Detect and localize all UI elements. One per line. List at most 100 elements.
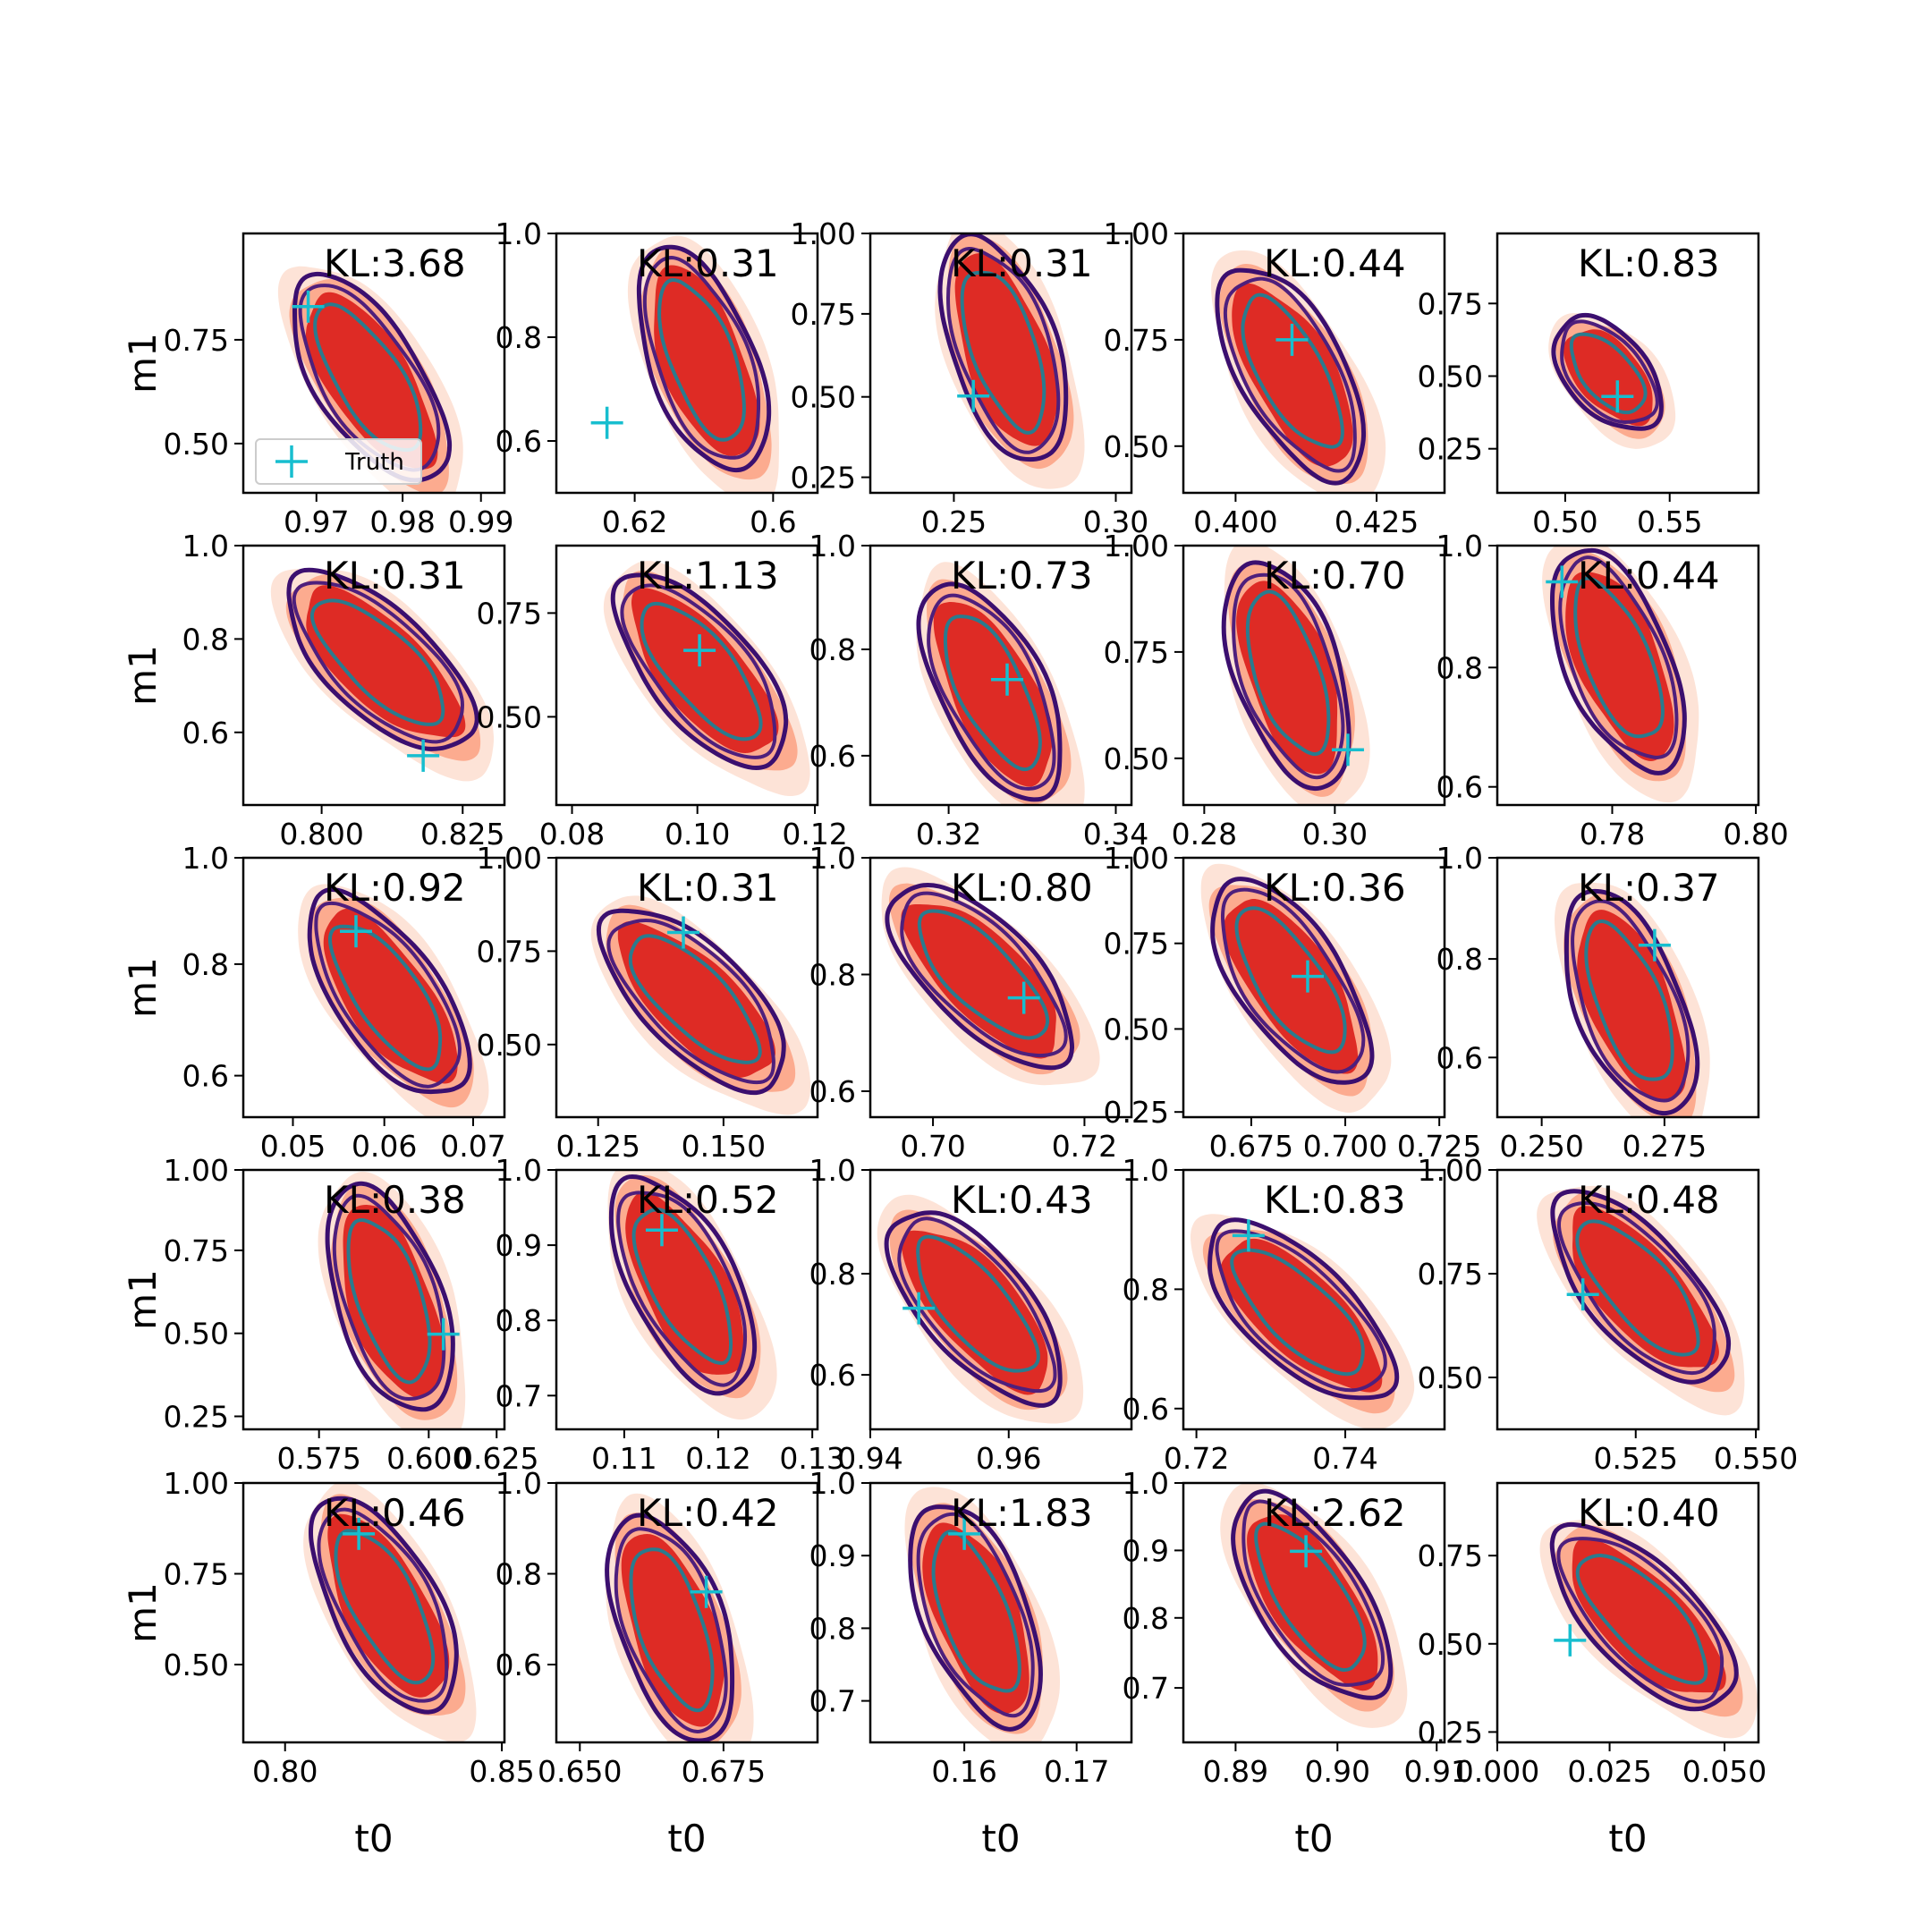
plot-area	[605, 1493, 754, 1742]
y-tick-label: 0.6	[182, 716, 229, 750]
x-tick-label: 0.825	[420, 817, 504, 852]
plot-area	[1220, 1483, 1408, 1728]
y-tick-label: 1.00	[477, 841, 542, 876]
contour-outer	[605, 1513, 735, 1742]
kl-label: KL:0.31	[637, 242, 779, 285]
panel-r2-c4: KL:0.37 0.250 0.275 1.0 0.8 0.6	[1436, 841, 1760, 1164]
contour-mid	[317, 1507, 449, 1703]
y-tick-label: 0.6	[1123, 1392, 1169, 1427]
panel-frame	[1182, 856, 1446, 1119]
x-tick-label: 0.89	[1203, 1754, 1268, 1789]
y-tick-label: 1.0	[809, 841, 856, 876]
contour-inner	[1569, 332, 1648, 415]
y-tick-label: 1.0	[182, 841, 229, 876]
density-fill-inner	[1572, 1538, 1726, 1693]
panel-r2-c1: KL:0.31 0.125 0.150 1.00 0.75 0.50	[477, 841, 819, 1164]
panel-frame	[1496, 1168, 1760, 1431]
y-axis-label: m1	[121, 1269, 165, 1330]
y-tick-label: 1.00	[1104, 216, 1169, 251]
density-fill-inner	[327, 1513, 450, 1698]
contour-inner	[346, 1217, 432, 1385]
contour-outer	[325, 1181, 455, 1412]
contour-inner	[1584, 919, 1674, 1081]
panel-frame	[555, 1481, 819, 1744]
x-tick-label: 0.91	[1403, 1754, 1469, 1789]
y-tick-label: 0.25	[164, 1400, 229, 1435]
kl-label: KL:0.43	[951, 1178, 1093, 1222]
y-tick-label: 0.8	[182, 947, 229, 982]
y-tick-label: 0.6	[809, 1358, 856, 1393]
y-tick-label: 0.75	[1418, 1257, 1483, 1292]
x-tick-label: 0.62	[602, 504, 667, 539]
panel-r2-c2: KL:0.80 0.70 0.72 1.0 0.8 0.6	[809, 841, 1133, 1164]
kl-label: KL:0.38	[324, 1178, 466, 1222]
density-fill-inner	[954, 253, 1059, 446]
panel-frame	[869, 1481, 1133, 1744]
truth-marker	[343, 1517, 376, 1550]
density-fill-inner	[1577, 910, 1687, 1100]
panel-frame	[1182, 232, 1446, 495]
plot-area	[904, 1487, 1061, 1742]
contour-mid	[606, 919, 775, 1085]
y-tick-label: 0.25	[1418, 1715, 1483, 1750]
panel-r3-c3: KL:0.83 0.72 0.74 1.0 0.8 0.6	[1123, 1153, 1446, 1476]
y-tick-label: 0.50	[791, 380, 856, 415]
y-tick-label: 1.0	[182, 529, 229, 564]
panel-frame	[1182, 544, 1446, 807]
x-axis-label: t0	[354, 1817, 393, 1860]
y-tick-label: 0.8	[809, 1611, 856, 1646]
kl-label: KL:0.37	[1578, 866, 1720, 910]
y-tick-label: 0.50	[477, 1028, 542, 1063]
plot-area	[916, 562, 1085, 805]
panel-frame	[242, 1168, 506, 1431]
plot-area	[877, 1194, 1084, 1424]
y-tick-label: 0.50	[1418, 1627, 1483, 1662]
y-tick-label: 0.50	[1104, 1012, 1169, 1046]
contour-outer	[610, 572, 789, 771]
truth-marker	[1638, 928, 1671, 962]
panel-frame	[869, 232, 1133, 495]
kl-label: KL:0.40	[1578, 1491, 1720, 1535]
x-tick-label: 0.30	[1083, 504, 1148, 539]
plot-area	[270, 567, 495, 782]
x-tick-label: 0.78	[1580, 817, 1645, 852]
y-tick-label: 1.00	[1418, 1153, 1483, 1188]
kl-label: KL:1.13	[637, 554, 779, 597]
density-fill-inner	[1221, 1238, 1383, 1393]
x-tick-label: 0.08	[539, 817, 605, 852]
contour-outer	[307, 887, 472, 1095]
x-tick-label: 0.125	[555, 1129, 640, 1164]
x-tick-label: 0.250	[1499, 1129, 1583, 1164]
x-tick-label: 0.675	[682, 1754, 766, 1789]
contour-mid	[1232, 572, 1345, 780]
x-tick-label: 0.96	[976, 1441, 1041, 1476]
y-tick-label: 0.75	[164, 323, 229, 358]
x-tick-label: 0.80	[1723, 817, 1788, 852]
y-tick-label: 0.50	[477, 699, 542, 734]
density-fill-inner	[1563, 329, 1653, 427]
y-axis-label: m1	[121, 1582, 165, 1643]
contour-inner	[931, 1530, 1021, 1693]
contour-inner	[1241, 292, 1344, 449]
contour-inner	[629, 1547, 715, 1713]
contour-inner	[1575, 1553, 1708, 1685]
panel-r4-c3: KL:2.62 0.89 0.90 0.91 1.0 0.9 0.8 0.7 t0	[1123, 1466, 1470, 1860]
truth-marker	[407, 739, 440, 772]
x-axis-label: t0	[1294, 1817, 1333, 1860]
y-tick-label: 0.8	[809, 958, 856, 993]
x-axis-label: t0	[667, 1817, 706, 1860]
x-tick-label: 0.85	[469, 1754, 534, 1789]
y-tick-label: 0.6	[1436, 1040, 1483, 1075]
kl-label: KL:0.44	[1264, 242, 1406, 285]
y-tick-label: 0.75	[477, 596, 542, 631]
y-tick-label: 1.0	[496, 216, 542, 251]
contour-outer	[608, 1174, 758, 1396]
contour-inner	[1575, 1219, 1700, 1357]
x-tick-label: 0.97	[284, 504, 349, 539]
contour-mid	[616, 1191, 748, 1387]
plot-area	[1190, 1214, 1415, 1429]
x-tick-label: 0.98	[369, 504, 435, 539]
y-tick-label: 0.50	[1418, 360, 1483, 394]
y-tick-label: 0.75	[1418, 1538, 1483, 1573]
y-tick-label: 1.00	[1104, 841, 1169, 876]
